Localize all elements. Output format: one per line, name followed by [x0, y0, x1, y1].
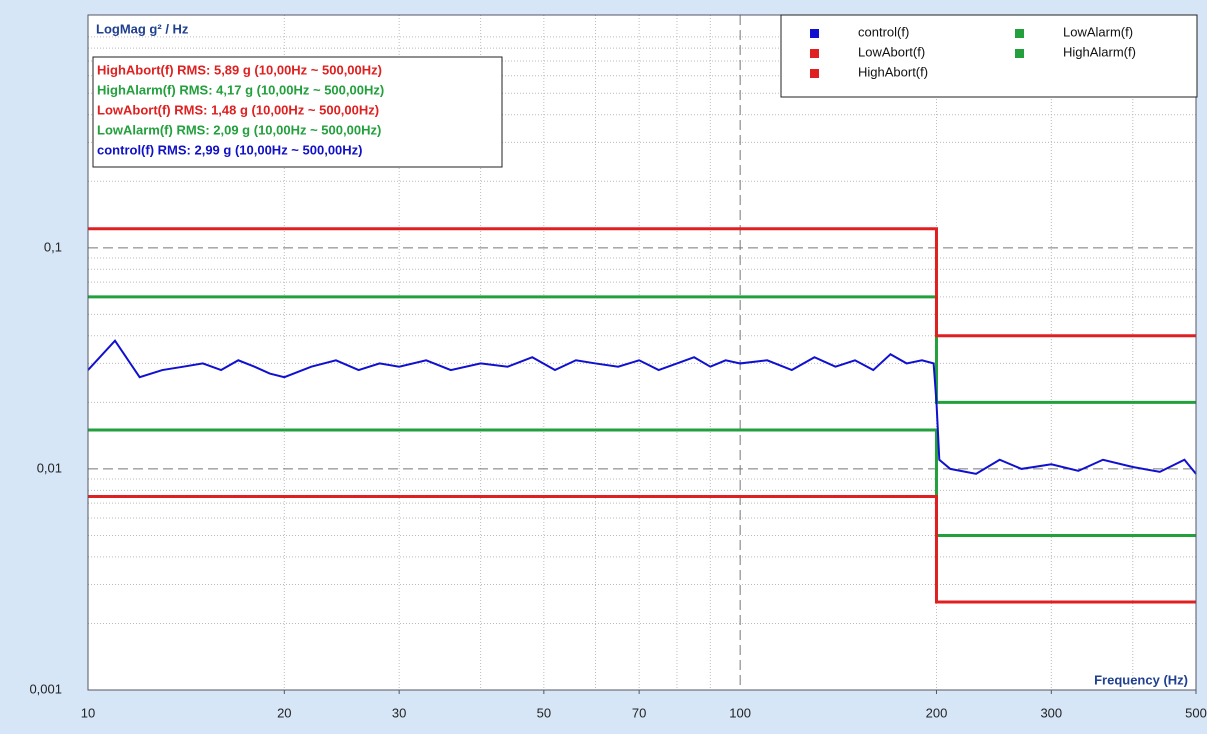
- x-tick-label: 50: [537, 705, 551, 720]
- y-tick-label: 0,1: [44, 239, 62, 254]
- x-tick-label: 10: [81, 705, 95, 720]
- rms-box: [92, 56, 503, 168]
- rms-annotation: LowAbort(f) RMS: 1,48 g (10,00Hz ~ 500,0…: [97, 102, 379, 117]
- legend-box: [780, 14, 1198, 98]
- y-tick-label: 0,01: [37, 460, 62, 475]
- legend-label: LowAbort(f): [858, 44, 925, 59]
- legend-swatch: [810, 69, 819, 78]
- legend-label: HighAlarm(f): [1063, 44, 1136, 59]
- rms-annotation: HighAbort(f) RMS: 5,89 g (10,00Hz ~ 500,…: [97, 62, 382, 77]
- x-tick-label: 20: [277, 705, 291, 720]
- legend-label: LowAlarm(f): [1063, 24, 1133, 39]
- legend-label: control(f): [858, 24, 909, 39]
- rms-annotation: HighAlarm(f) RMS: 4,17 g (10,00Hz ~ 500,…: [97, 82, 384, 97]
- legend-swatch: [1015, 29, 1024, 38]
- rms-annotation: control(f) RMS: 2,99 g (10,00Hz ~ 500,00…: [97, 142, 363, 157]
- legend-swatch: [1015, 49, 1024, 58]
- x-tick-label: 30: [392, 705, 406, 720]
- series-line: [88, 295, 1196, 404]
- legend-swatch: [810, 29, 819, 38]
- series-line: [88, 428, 1196, 537]
- x-tick-label: 500: [1185, 705, 1207, 720]
- series-line: [87, 339, 1197, 475]
- x-tick-label: 300: [1040, 705, 1062, 720]
- x-tick-label: 200: [926, 705, 948, 720]
- x-tick-label: 100: [729, 705, 751, 720]
- legend-swatch: [810, 49, 819, 58]
- y-axis-label: LogMag g² / Hz: [96, 21, 189, 36]
- plot-border: [87, 14, 1197, 691]
- x-tick-label: 70: [632, 705, 646, 720]
- legend-label: HighAbort(f): [858, 64, 928, 79]
- x-axis-label: Frequency (Hz): [1094, 672, 1188, 687]
- series-line: [88, 227, 1196, 338]
- y-tick-label: 0,001: [29, 681, 62, 696]
- series-line: [88, 495, 1196, 604]
- rms-annotation: LowAlarm(f) RMS: 2,09 g (10,00Hz ~ 500,0…: [97, 122, 381, 137]
